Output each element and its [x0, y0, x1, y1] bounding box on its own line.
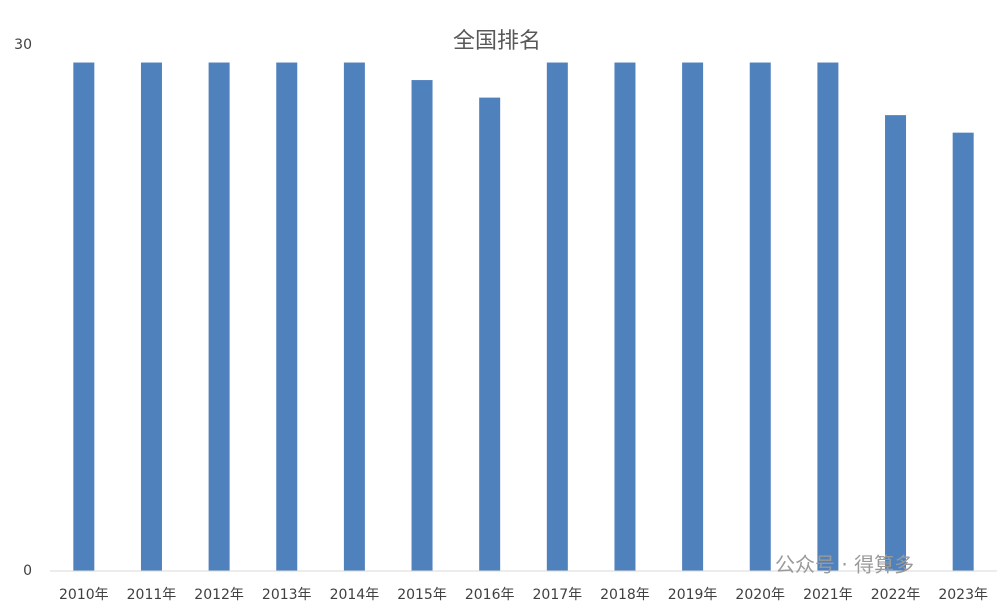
bar — [749, 62, 771, 572]
x-tick-label: 2012年 — [194, 587, 244, 603]
bar — [140, 62, 162, 572]
bar — [73, 62, 95, 572]
watermark: 公众号 · 得算多 — [775, 553, 914, 577]
x-tick-label: 2019年 — [668, 587, 718, 603]
y-tick-label: 30 — [14, 37, 32, 53]
bar — [479, 97, 501, 571]
bar — [885, 115, 907, 571]
x-tick-label: 2015年 — [397, 587, 447, 603]
x-tick-label: 2022年 — [871, 587, 921, 603]
x-tick-label: 2020年 — [735, 587, 785, 603]
bar — [546, 62, 568, 572]
bar — [276, 62, 298, 572]
x-tick-label: 2013年 — [262, 587, 312, 603]
bar — [817, 62, 839, 572]
bar — [411, 80, 433, 572]
bar — [952, 132, 974, 571]
bar — [208, 62, 230, 572]
x-tick-label: 2010年 — [59, 587, 109, 603]
x-tick-label: 2014年 — [330, 587, 380, 603]
x-tick-label: 2018年 — [600, 587, 650, 603]
x-tick-label: 2017年 — [533, 587, 583, 603]
bar — [614, 62, 636, 572]
y-tick-label: 0 — [23, 563, 32, 579]
x-tick-label: 2021年 — [803, 587, 853, 603]
bar — [343, 62, 365, 572]
bar — [682, 62, 704, 572]
chart-title: 全国排名 — [453, 29, 541, 54]
x-tick-label: 2011年 — [127, 587, 177, 603]
x-tick-label: 2023年 — [938, 587, 988, 603]
x-tick-label: 2016年 — [465, 587, 515, 603]
